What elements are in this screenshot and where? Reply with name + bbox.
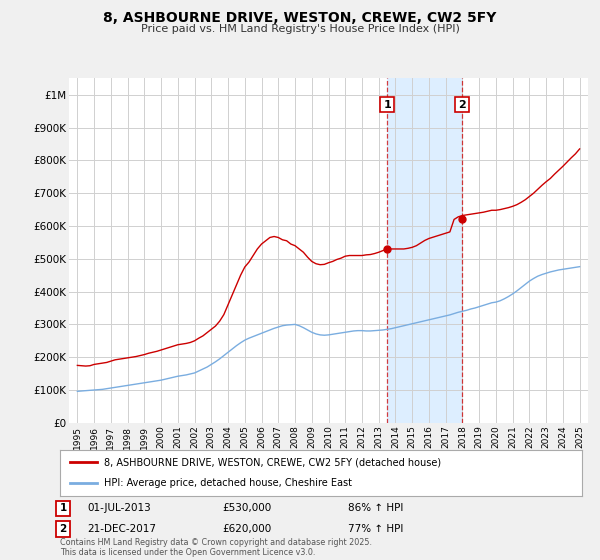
Text: 2: 2 — [59, 524, 67, 534]
Text: 2: 2 — [458, 100, 466, 110]
Text: £620,000: £620,000 — [222, 524, 271, 534]
Bar — [387, 78, 462, 423]
Text: 86% ↑ HPI: 86% ↑ HPI — [348, 503, 403, 514]
Text: 8, ASHBOURNE DRIVE, WESTON, CREWE, CW2 5FY (detached house): 8, ASHBOURNE DRIVE, WESTON, CREWE, CW2 5… — [104, 457, 442, 467]
Text: HPI: Average price, detached house, Cheshire East: HPI: Average price, detached house, Ches… — [104, 478, 352, 488]
Text: Contains HM Land Registry data © Crown copyright and database right 2025.
This d: Contains HM Land Registry data © Crown c… — [60, 538, 372, 557]
Text: 01-JUL-2013: 01-JUL-2013 — [87, 503, 151, 514]
Text: 77% ↑ HPI: 77% ↑ HPI — [348, 524, 403, 534]
Text: £530,000: £530,000 — [222, 503, 271, 514]
Text: 1: 1 — [383, 100, 391, 110]
Text: 21-DEC-2017: 21-DEC-2017 — [87, 524, 156, 534]
Text: 1: 1 — [59, 503, 67, 514]
Text: Price paid vs. HM Land Registry's House Price Index (HPI): Price paid vs. HM Land Registry's House … — [140, 24, 460, 34]
Text: 8, ASHBOURNE DRIVE, WESTON, CREWE, CW2 5FY: 8, ASHBOURNE DRIVE, WESTON, CREWE, CW2 5… — [103, 11, 497, 25]
